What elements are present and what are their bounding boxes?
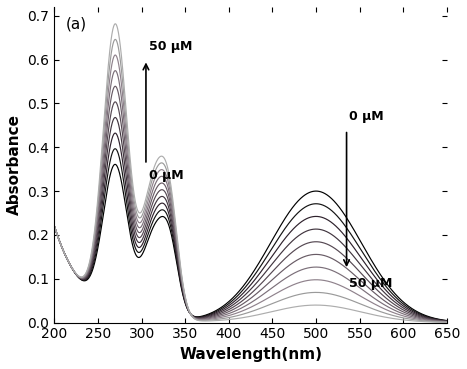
X-axis label: Wavelength(nm): Wavelength(nm) [179,347,322,362]
Text: (a): (a) [66,16,87,31]
Text: 0 μM: 0 μM [149,169,183,182]
Text: 50 μM: 50 μM [349,277,393,290]
Y-axis label: Absorbance: Absorbance [7,114,22,215]
Text: 50 μM: 50 μM [149,40,192,53]
Text: 0 μM: 0 μM [349,110,384,123]
